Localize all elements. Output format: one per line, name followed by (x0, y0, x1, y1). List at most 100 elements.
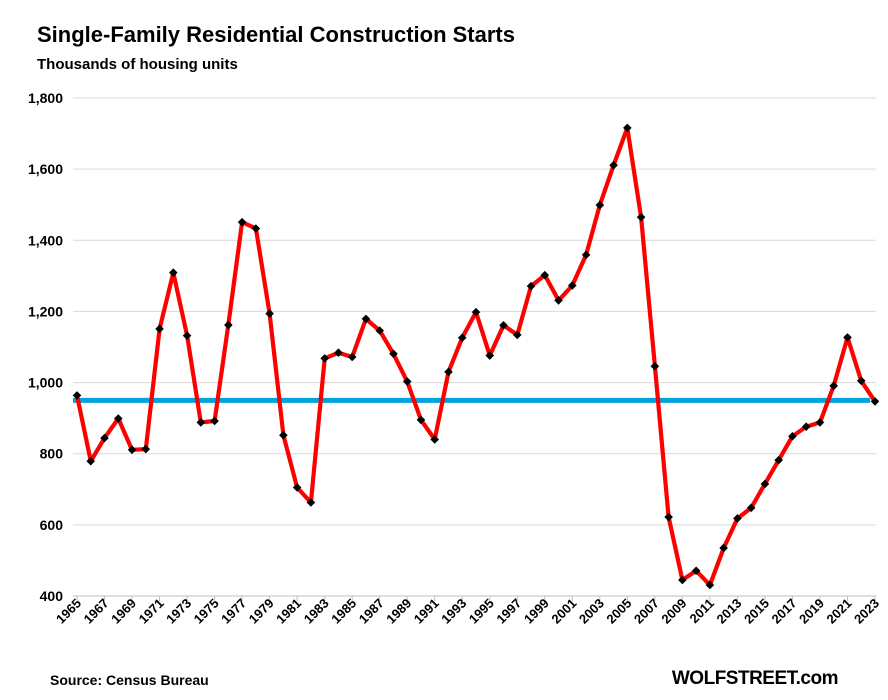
series-line (74, 125, 878, 588)
chart-plot-area: 4006008001,0001,2001,4001,6001,800196519… (28, 90, 882, 627)
data-point-marker (210, 416, 219, 426)
x-tick-label: 2003 (576, 596, 607, 627)
x-tick-label: 1975 (191, 596, 222, 627)
data-point-marker (705, 580, 715, 590)
data-point-marker (788, 431, 797, 441)
data-point-marker (224, 320, 233, 330)
data-point-marker (113, 414, 123, 423)
y-tick-label: 800 (40, 446, 64, 462)
data-point-marker (554, 296, 563, 305)
data-point-marker (540, 270, 550, 280)
x-tick-label: 2013 (713, 596, 744, 627)
x-tick-label: 1983 (301, 596, 332, 627)
data-point-marker (196, 418, 206, 427)
x-tick-label: 2011 (686, 596, 717, 627)
data-point-marker (471, 307, 481, 317)
data-point-marker (760, 479, 770, 489)
data-point-marker (636, 212, 646, 222)
data-point-marker (265, 309, 274, 318)
data-point-marker (733, 514, 742, 523)
x-tick-label: 1995 (466, 596, 497, 627)
x-tick-label: 2007 (631, 596, 662, 627)
x-tick-label: 1981 (273, 596, 304, 627)
data-point-marker (127, 445, 137, 455)
x-tick-label: 1971 (136, 596, 167, 627)
y-tick-label: 1,000 (28, 375, 63, 391)
data-point-marker (512, 330, 522, 340)
data-point-marker (361, 314, 371, 324)
data-point-marker (457, 333, 467, 343)
data-point-marker (595, 200, 605, 210)
x-tick-label: 1987 (356, 596, 387, 627)
x-tick-label: 2005 (603, 596, 634, 627)
data-point-marker (444, 367, 453, 377)
data-point-marker (430, 435, 440, 444)
data-point-marker (746, 503, 756, 513)
data-point-marker (389, 349, 398, 359)
x-tick-label: 1985 (328, 596, 359, 627)
data-point-marker (347, 352, 357, 362)
x-tick-label: 2019 (796, 596, 827, 627)
y-tick-label: 1,400 (28, 232, 63, 248)
x-tick-label: 1999 (521, 596, 552, 627)
data-point-marker (815, 418, 825, 427)
data-point-marker (320, 354, 329, 363)
data-point-marker (801, 422, 811, 431)
source-note: Source: Census Bureau (50, 672, 209, 688)
data-point-marker (182, 331, 192, 340)
x-tick-label: 1989 (383, 596, 414, 627)
data-point-marker (292, 483, 302, 492)
x-tick-label: 2017 (769, 596, 800, 627)
data-point-marker (141, 444, 151, 454)
x-tick-label: 1997 (493, 596, 524, 627)
data-point-marker (306, 498, 316, 507)
data-point-marker (623, 123, 632, 133)
x-tick-label: 2009 (658, 596, 689, 627)
data-point-marker (829, 381, 839, 391)
data-point-marker (72, 391, 82, 400)
data-point-marker (169, 268, 178, 277)
x-tick-label: 1973 (163, 596, 194, 627)
data-point-marker (581, 250, 591, 260)
data-point-marker (691, 566, 701, 576)
data-point-marker (843, 333, 852, 342)
data-point-marker (678, 575, 687, 585)
data-point-marker (86, 456, 96, 466)
data-point-marker (485, 351, 495, 360)
data-point-marker (856, 376, 866, 386)
x-tick-label: 2023 (851, 596, 882, 627)
x-tick-label: 1991 (411, 596, 442, 627)
data-point-marker (870, 397, 880, 406)
x-tick-label: 1993 (438, 596, 469, 627)
y-tick-label: 600 (40, 517, 64, 533)
data-point-marker (402, 377, 412, 386)
data-point-marker (251, 224, 261, 233)
data-point-marker (279, 430, 288, 440)
x-tick-label: 1967 (81, 596, 112, 627)
y-tick-label: 1,200 (28, 303, 63, 319)
data-point-marker (100, 433, 109, 443)
data-point-marker (774, 455, 783, 465)
data-point-marker (237, 217, 247, 227)
data-point-marker (609, 160, 618, 170)
data-point-marker (155, 324, 164, 334)
x-tick-label: 1969 (108, 596, 139, 627)
data-point-marker (416, 415, 426, 425)
data-point-marker (334, 348, 343, 357)
data-point-marker (375, 326, 384, 335)
x-tick-label: 2015 (741, 596, 772, 627)
chart-subtitle: Thousands of housing units (37, 56, 238, 73)
data-point-marker (526, 281, 536, 291)
chart-title: Single-Family Residential Construction S… (37, 22, 515, 47)
data-point-marker (499, 321, 508, 330)
data-point-marker (664, 512, 673, 522)
x-tick-label: 1977 (218, 596, 249, 627)
brand-watermark: WOLFSTREET.com (671, 668, 839, 689)
x-tick-label: 2001 (548, 596, 579, 627)
y-tick-label: 1,600 (28, 161, 63, 177)
x-tick-label: 1979 (246, 596, 277, 627)
data-point-marker (719, 543, 728, 553)
x-tick-label: 2021 (824, 596, 855, 627)
y-tick-label: 1,800 (28, 90, 63, 106)
